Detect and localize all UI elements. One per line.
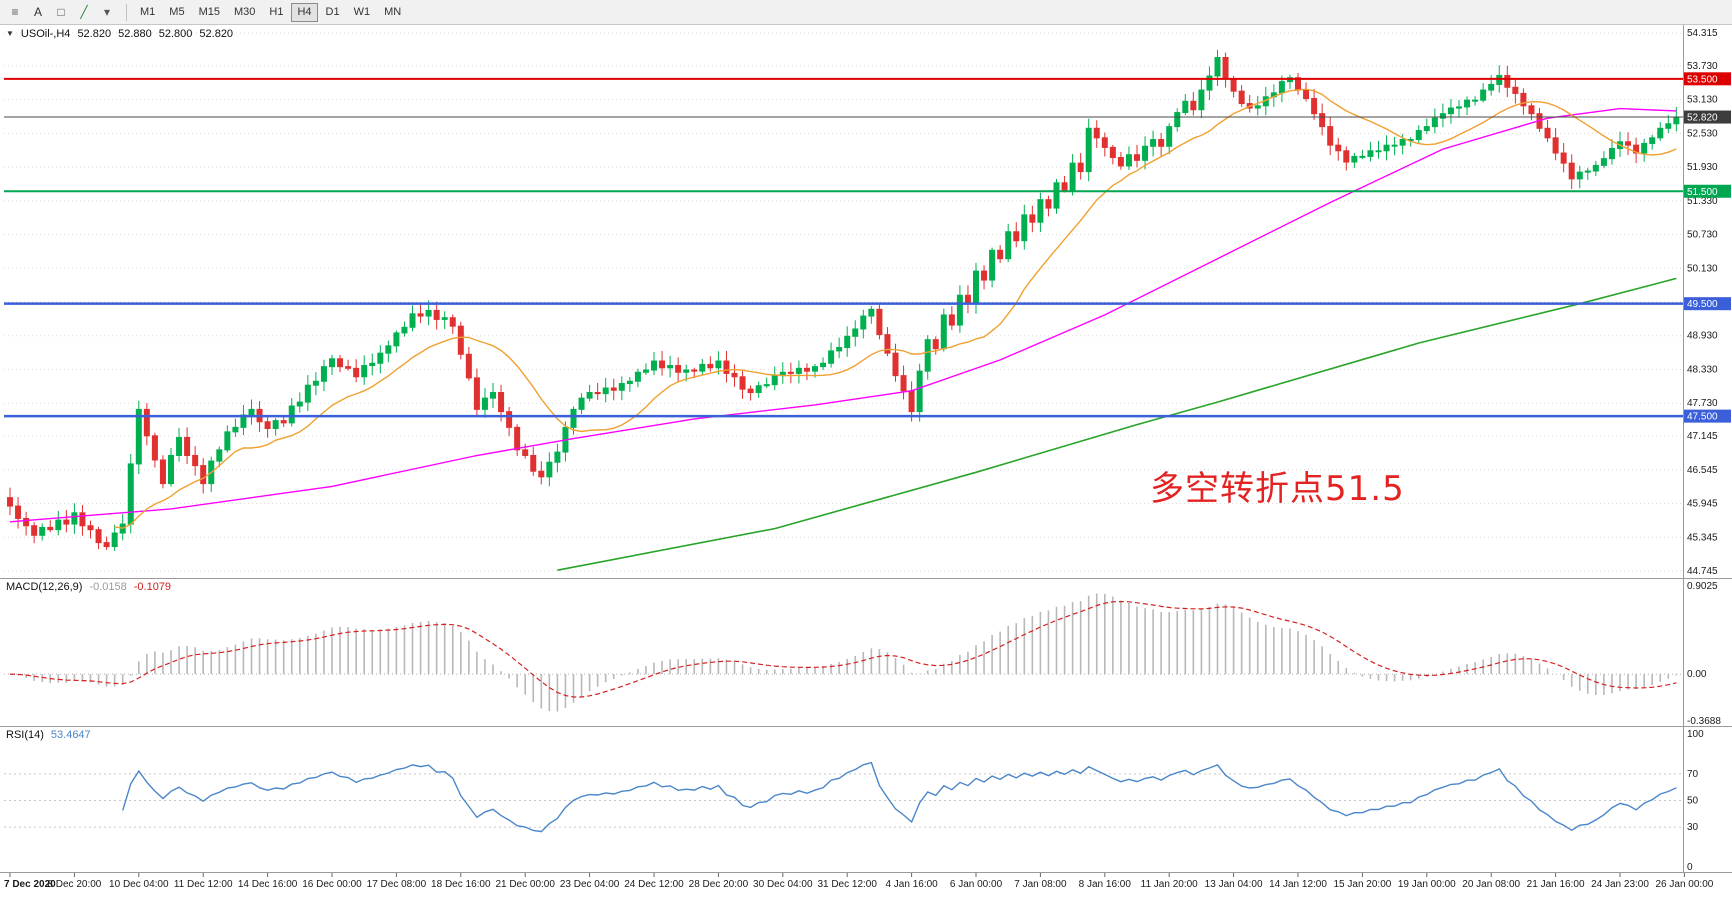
rsi-name-label: RSI(14)	[6, 729, 44, 741]
timeframe-button-h1[interactable]: H1	[269, 6, 284, 18]
moving-averages-layer	[9, 88, 1677, 571]
quote-low: 52.800	[158, 28, 193, 40]
svg-text:31 Dec 12:00: 31 Dec 12:00	[817, 879, 877, 890]
rsi-layer: 100 70 50 30 0	[4, 729, 1704, 873]
svg-text:14 Dec 16:00: 14 Dec 16:00	[238, 879, 298, 890]
quote-open: 52.820	[77, 28, 112, 40]
rsi-indicator-header: RSI(14) 53.4647	[6, 729, 91, 741]
svg-text:53.730: 53.730	[1687, 61, 1718, 72]
svg-text:21 Jan 16:00: 21 Jan 16:00	[1527, 879, 1585, 890]
toolbar-tool-icons: ≡ A □ ╱ ▾	[4, 2, 119, 22]
symbol-period-label: USOil-,H4	[20, 28, 71, 40]
timeframe-button-h4[interactable]: H4	[291, 2, 318, 22]
svg-text:45.345: 45.345	[1687, 532, 1718, 543]
svg-text:51.330: 51.330	[1687, 196, 1718, 207]
svg-text:26 Jan 00:00: 26 Jan 00:00	[1655, 879, 1713, 890]
svg-text:11 Dec 12:00: 11 Dec 12:00	[174, 879, 233, 890]
svg-text:11 Jan 20:00: 11 Jan 20:00	[1141, 879, 1199, 890]
svg-text:50.730: 50.730	[1687, 230, 1718, 241]
svg-text:24 Jan 23:00: 24 Jan 23:00	[1591, 879, 1649, 890]
svg-text:51.930: 51.930	[1687, 162, 1718, 173]
svg-text:13 Jan 04:00: 13 Jan 04:00	[1205, 879, 1263, 890]
tools-dropdown-caret-icon[interactable]: ▾	[103, 5, 111, 19]
svg-text:15 Jan 20:00: 15 Jan 20:00	[1333, 879, 1391, 890]
svg-text:7 Dec 2020: 7 Dec 2020	[4, 879, 56, 890]
svg-text:6 Jan 00:00: 6 Jan 00:00	[950, 879, 1003, 890]
svg-text:50.130: 50.130	[1687, 263, 1718, 274]
text-label-tool-icon[interactable]: A	[33, 5, 42, 19]
svg-text:16 Dec 00:00: 16 Dec 00:00	[302, 879, 362, 890]
svg-text:53.130: 53.130	[1687, 95, 1718, 106]
svg-text:51.500: 51.500	[1687, 187, 1718, 198]
timeframe-button-m30[interactable]: M30	[233, 6, 256, 18]
quote-high: 52.880	[118, 28, 152, 40]
timeframe-button-m5[interactable]: M5	[169, 6, 185, 18]
svg-text:47.500: 47.500	[1687, 412, 1718, 423]
timeframe-button-mn[interactable]: MN	[384, 6, 402, 18]
chart-annotation-text: 多空转折点51.5	[1150, 469, 1405, 509]
svg-text:7 Jan 08:00: 7 Jan 08:00	[1014, 879, 1067, 890]
macd-layer: 0.9025 0.00 -0.3688	[4, 581, 1721, 727]
horizontal-lines-layer: 53.500 51.500 49.500 47.500 52.820	[4, 72, 1731, 423]
axes-layer: 54.315 53.730 53.130 52.530 51.930 51.330 50.7…	[4, 28, 1718, 577]
svg-text:0.00: 0.00	[1687, 669, 1707, 680]
svg-text:52.530: 52.530	[1687, 128, 1718, 139]
macd-indicator-header: MACD(12,26,9) -0.0158 -0.1079	[6, 581, 171, 593]
quote-close: 52.820	[199, 28, 234, 40]
svg-text:46.545: 46.545	[1687, 465, 1718, 476]
timeframe-button-m15[interactable]: M15	[198, 6, 220, 18]
svg-text:17 Dec 08:00: 17 Dec 08:00	[367, 879, 427, 890]
svg-text:49.500: 49.500	[1687, 299, 1718, 310]
svg-text:0: 0	[1687, 862, 1693, 873]
svg-text:54.315: 54.315	[1687, 28, 1718, 39]
svg-text:-0.3688: -0.3688	[1687, 716, 1721, 727]
timeframe-button-d1[interactable]: D1	[325, 6, 340, 18]
svg-text:70: 70	[1687, 769, 1699, 780]
svg-text:14 Jan 12:00: 14 Jan 12:00	[1269, 879, 1327, 890]
svg-text:47.730: 47.730	[1687, 398, 1718, 409]
svg-text:28 Dec 20:00: 28 Dec 20:00	[689, 879, 749, 890]
chart-menu-icon[interactable]: ▼	[6, 29, 14, 38]
candles-layer	[7, 49, 1680, 551]
svg-text:8 Jan 16:00: 8 Jan 16:00	[1079, 879, 1132, 890]
svg-text:53.500: 53.500	[1687, 74, 1718, 85]
main-chart-header: ▼ USOil-,H4 52.820 52.880 52.800 52.820	[6, 28, 233, 40]
top-toolbar: ≡ A □ ╱ ▾ M1 M5 M15 M30 H1 H4 D1 W1 MN	[0, 0, 1732, 25]
svg-text:30: 30	[1687, 822, 1699, 833]
timeframe-button-w1[interactable]: W1	[353, 6, 371, 18]
svg-text:44.745: 44.745	[1687, 566, 1718, 577]
svg-text:21 Dec 00:00: 21 Dec 00:00	[495, 879, 555, 890]
timeframe-button-m1[interactable]: M1	[140, 6, 156, 18]
svg-text:48.930: 48.930	[1687, 331, 1718, 342]
frame-layer	[0, 25, 1732, 873]
text-frame-tool-icon[interactable]: □	[57, 5, 65, 19]
svg-text:100: 100	[1687, 729, 1704, 740]
svg-text:50: 50	[1687, 796, 1699, 807]
svg-text:24 Dec 12:00: 24 Dec 12:00	[624, 879, 684, 890]
svg-text:23 Dec 04:00: 23 Dec 04:00	[560, 879, 620, 890]
macd-signal-value: -0.1079	[133, 581, 172, 593]
macd-value: -0.0158	[89, 581, 127, 593]
svg-text:48.330: 48.330	[1687, 364, 1718, 375]
svg-text:19 Jan 00:00: 19 Jan 00:00	[1398, 879, 1456, 890]
svg-text:10 Dec 04:00: 10 Dec 04:00	[109, 879, 169, 890]
svg-text:30 Dec 04:00: 30 Dec 04:00	[753, 879, 813, 890]
timeframe-button-group: M1 M5 M15 M30 H1 H4 D1 W1 MN	[134, 2, 409, 22]
svg-text:20 Jan 08:00: 20 Jan 08:00	[1462, 879, 1520, 890]
chart-list-icon[interactable]: ≡	[11, 5, 19, 19]
macd-name-label: MACD(12,26,9)	[6, 581, 83, 593]
rsi-value: 53.4647	[50, 729, 91, 741]
svg-text:0.9025: 0.9025	[1687, 581, 1718, 592]
svg-text:47.145: 47.145	[1687, 431, 1718, 442]
svg-text:18 Dec 16:00: 18 Dec 16:00	[431, 879, 491, 890]
toolbar-separator	[126, 3, 127, 21]
svg-text:4 Jan 16:00: 4 Jan 16:00	[885, 879, 938, 890]
svg-text:52.820: 52.820	[1687, 113, 1718, 124]
trendline-tool-icon[interactable]: ╱	[80, 5, 88, 19]
svg-text:8 Dec 20:00: 8 Dec 20:00	[47, 879, 101, 890]
svg-text:45.945: 45.945	[1687, 499, 1718, 510]
